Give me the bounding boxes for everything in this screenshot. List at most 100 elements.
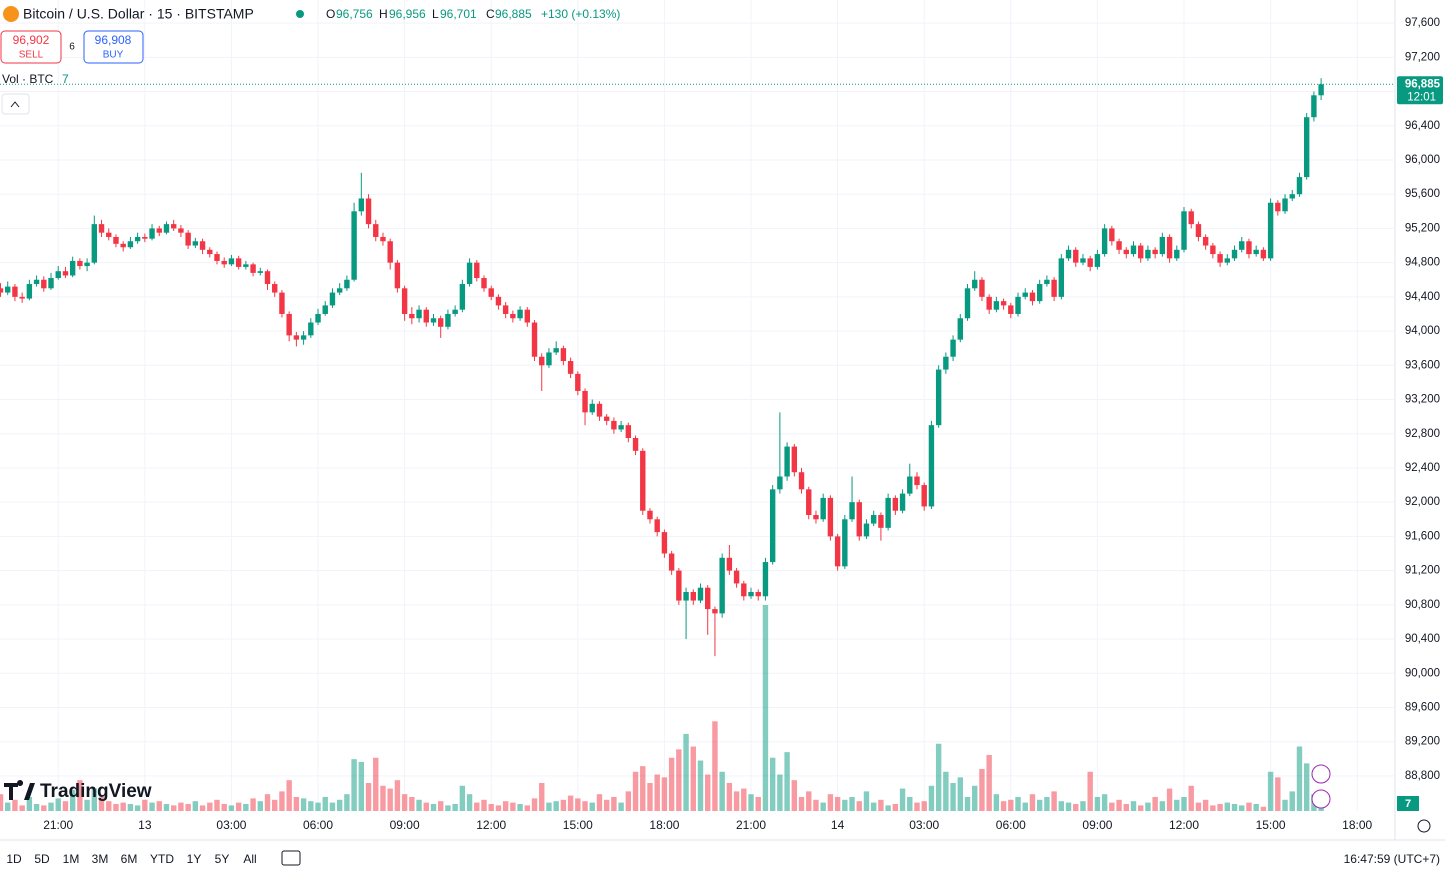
change: +130 (+0.13%) bbox=[541, 7, 620, 21]
candle-body bbox=[1267, 202, 1274, 259]
candle-body bbox=[481, 278, 487, 289]
volume-bar bbox=[546, 802, 552, 811]
candle-body bbox=[820, 497, 826, 520]
volume-bar bbox=[813, 799, 819, 811]
candle-body bbox=[214, 254, 220, 261]
period-button[interactable]: 1M bbox=[63, 852, 80, 866]
candle-body bbox=[957, 318, 963, 340]
volume-bar bbox=[589, 802, 595, 811]
candle-body bbox=[553, 348, 559, 353]
candle-body bbox=[1051, 279, 1057, 297]
volume-bar bbox=[849, 796, 855, 811]
candle-body bbox=[806, 489, 812, 516]
candle-body bbox=[192, 241, 199, 246]
period-button[interactable]: 3M bbox=[92, 852, 109, 866]
sell-button[interactable] bbox=[0, 30, 62, 64]
volume-bar bbox=[986, 754, 992, 811]
candle-body bbox=[329, 292, 336, 306]
volume-bar bbox=[885, 805, 891, 811]
x-tick-label: 06:00 bbox=[303, 818, 333, 832]
candle-body bbox=[1138, 245, 1144, 259]
volume-bar bbox=[733, 791, 740, 811]
volume-bar bbox=[228, 805, 235, 811]
volume-bar bbox=[567, 795, 574, 811]
candle-body bbox=[1166, 236, 1173, 259]
volume-bar bbox=[279, 791, 285, 811]
volume-bar bbox=[914, 802, 920, 811]
y-tick-label: 90,800 bbox=[1405, 599, 1440, 611]
period-button[interactable]: 1Y bbox=[187, 852, 202, 866]
candle-body bbox=[712, 609, 718, 614]
candle-body bbox=[654, 519, 660, 533]
candle-body bbox=[1044, 279, 1050, 285]
volume-bar bbox=[149, 802, 155, 811]
volume-bar bbox=[1181, 796, 1187, 811]
period-button[interactable]: 5Y bbox=[215, 852, 230, 866]
period-button[interactable]: 5D bbox=[34, 852, 50, 866]
candle-body bbox=[1210, 245, 1216, 255]
volume-bar bbox=[769, 757, 776, 811]
volume-bar bbox=[625, 791, 632, 811]
volume-bar bbox=[921, 801, 927, 811]
candle-body bbox=[705, 587, 711, 610]
volume-bar bbox=[199, 805, 206, 811]
volume-bar bbox=[928, 785, 935, 811]
buy-button[interactable] bbox=[83, 30, 144, 64]
date-range-icon[interactable] bbox=[281, 850, 301, 866]
candle-body bbox=[293, 335, 300, 340]
y-tick-label: 92,800 bbox=[1405, 428, 1440, 440]
y-tick-label: 94,000 bbox=[1405, 325, 1440, 337]
events-icon[interactable] bbox=[1311, 789, 1331, 809]
volume-bar bbox=[26, 796, 33, 811]
ideas-icon[interactable] bbox=[1311, 764, 1331, 784]
y-tick-label: 94,400 bbox=[1405, 291, 1440, 303]
candle-body bbox=[1296, 177, 1303, 195]
candle-body bbox=[459, 284, 466, 310]
candle-body bbox=[1036, 284, 1043, 302]
collapse-button[interactable] bbox=[1, 93, 30, 115]
candle-body bbox=[1181, 211, 1187, 250]
candle-body bbox=[748, 591, 754, 597]
volume-bar bbox=[452, 803, 458, 811]
volume-bar bbox=[365, 782, 372, 811]
candle-body bbox=[336, 288, 343, 293]
symbol[interactable]: Bitcoin / U.S. Dollar · 15 · BITSTAMP bbox=[23, 6, 254, 22]
candle-body bbox=[603, 416, 610, 421]
candle-body bbox=[683, 591, 689, 601]
volume-bar bbox=[575, 798, 581, 811]
period-button[interactable]: YTD bbox=[150, 852, 174, 866]
y-tick-label: 96,400 bbox=[1405, 120, 1440, 132]
volume-bar bbox=[726, 782, 733, 811]
volume-bar bbox=[798, 796, 805, 811]
candle-body bbox=[185, 232, 191, 246]
y-tick-label: 94,800 bbox=[1405, 257, 1440, 269]
volume-bar bbox=[315, 802, 321, 811]
volume-bar bbox=[41, 805, 47, 811]
period-button[interactable]: All bbox=[243, 852, 256, 866]
volume-bar bbox=[690, 746, 696, 811]
volume-bar bbox=[221, 803, 227, 811]
volume-bar bbox=[358, 761, 365, 811]
y-tick-label: 90,000 bbox=[1405, 667, 1440, 679]
candle-body bbox=[618, 425, 624, 430]
volume-bar bbox=[69, 789, 76, 811]
candle-body bbox=[950, 339, 956, 357]
period-button[interactable]: 1D bbox=[6, 852, 22, 866]
spread: 6 bbox=[69, 42, 75, 53]
volume-bar bbox=[907, 796, 913, 811]
volume-bar bbox=[676, 749, 682, 811]
period-button[interactable]: 6M bbox=[121, 852, 138, 866]
volume-bar bbox=[416, 799, 422, 811]
candle-body bbox=[84, 262, 90, 267]
candle-body bbox=[322, 305, 328, 314]
candle-body bbox=[1224, 258, 1231, 263]
candle-body bbox=[495, 296, 502, 306]
candle-body bbox=[1202, 236, 1209, 246]
volume-bar bbox=[394, 780, 401, 811]
x-tick-label: 12:00 bbox=[476, 818, 506, 832]
x-tick-label: 14 bbox=[831, 818, 845, 832]
settings-icon[interactable] bbox=[1417, 819, 1431, 833]
candle-body bbox=[1000, 301, 1007, 306]
candle-body bbox=[575, 373, 581, 391]
